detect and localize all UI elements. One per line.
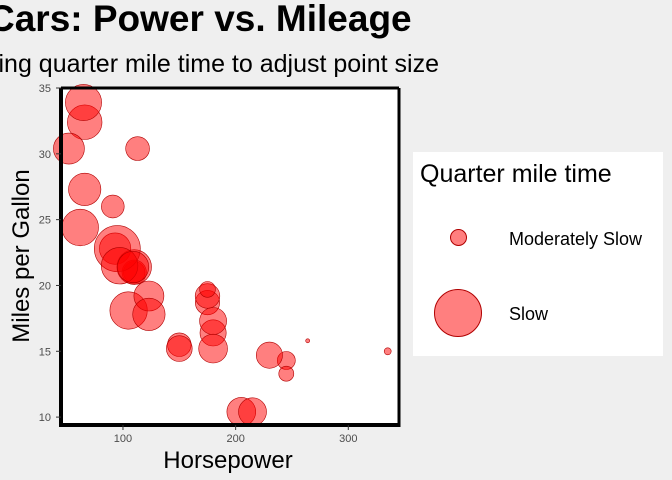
data-point <box>238 397 267 427</box>
y-axis-label: Miles per Gallon <box>8 169 35 342</box>
axes-layer: 10 15 20 25 30 35 100 200 300 <box>39 83 401 445</box>
data-point <box>255 341 283 369</box>
y-tick-label: 35 <box>39 83 51 95</box>
legend: Quarter mile time Moderately Slow Slow <box>413 152 663 356</box>
data-point <box>305 338 311 344</box>
y-tick-label: 30 <box>39 149 51 161</box>
data-point <box>53 132 85 165</box>
data-point <box>65 84 102 121</box>
data-point <box>278 365 295 382</box>
x-axis-label: Horsepower <box>163 447 292 474</box>
data-point <box>199 281 216 298</box>
x-tick-label: 300 <box>339 433 357 445</box>
y-tick-label: 20 <box>39 280 51 292</box>
y-tick-label: 25 <box>39 215 51 227</box>
data-point <box>125 136 150 161</box>
x-tick-label: 200 <box>226 433 244 445</box>
data-point <box>61 208 99 247</box>
x-tick-label: 100 <box>114 433 132 445</box>
y-tick-label: 15 <box>39 346 51 358</box>
data-point <box>68 172 102 206</box>
y-tick-label: 10 <box>39 412 51 424</box>
legend-title: Quarter mile time <box>420 160 612 188</box>
legend-key-slow <box>434 289 482 337</box>
data-point <box>166 335 193 362</box>
data-point <box>101 194 125 219</box>
data-point <box>132 297 166 331</box>
chart-subtitle: sing quarter mile time to adjust point s… <box>0 50 439 78</box>
data-point <box>117 251 150 284</box>
legend-key-moderately-slow <box>450 229 467 246</box>
data-point <box>199 307 227 335</box>
points-layer <box>53 84 392 427</box>
data-point <box>198 333 228 364</box>
legend-label-moderately-slow: Moderately Slow <box>509 229 643 249</box>
chart-title: Cars: Power vs. Mileage <box>0 0 412 39</box>
legend-label-slow: Slow <box>509 304 549 324</box>
data-point <box>383 347 392 356</box>
